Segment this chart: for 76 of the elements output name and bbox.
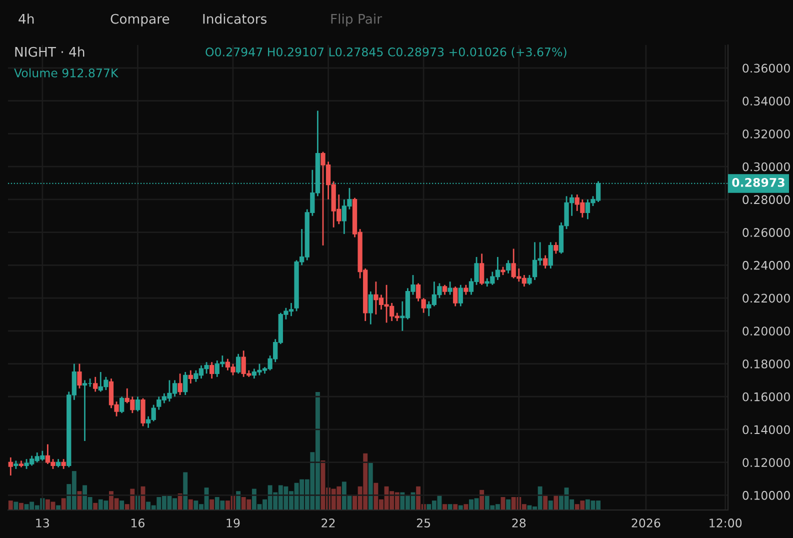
bar (8, 500, 13, 510)
bar (453, 504, 458, 510)
bar (506, 499, 511, 510)
candlestick (140, 398, 146, 427)
y-tick-label: 0.14000 (742, 425, 790, 434)
bar (77, 491, 82, 510)
text: Flip Pair (331, 14, 382, 26)
x-tick-label: 22 (322, 518, 335, 528)
candlestick (554, 241, 558, 254)
annotation: Volume 912.877K (14, 68, 118, 78)
x-tick-label: 12:00 (710, 518, 742, 528)
y-tick-label: 0.30000 (742, 162, 790, 172)
bar (14, 502, 18, 510)
y-tick-label: 0.18000 (742, 359, 790, 368)
bar (210, 499, 214, 510)
x-tick-label: 25 (416, 518, 430, 528)
bar (480, 490, 484, 510)
bar (368, 462, 373, 510)
bar (61, 498, 66, 510)
chart-title: NIGHT · 4h (15, 46, 84, 57)
candlestick (448, 280, 452, 296)
candlestick (543, 254, 548, 270)
chart-subtitle: O0.27947 H0.29107 L0.27845 C0.28973 +0.01026 (+3.67%) (206, 47, 566, 58)
candlestick (236, 353, 241, 374)
candlestick (178, 372, 182, 396)
y-tick-label: 0.10000 (742, 490, 790, 500)
candlestick (464, 284, 468, 296)
bar (93, 502, 98, 510)
x-tick-label: 19 (226, 518, 240, 528)
candlestick (506, 260, 511, 274)
y-tick-label: 0.22000 (742, 294, 790, 303)
bar (19, 502, 24, 510)
bar (464, 504, 468, 510)
bar (236, 491, 241, 510)
candlestick (135, 396, 140, 412)
y-tick-label: 0.26000 (742, 228, 790, 237)
bar (120, 500, 124, 510)
candlestick (548, 241, 553, 270)
text: Compare (110, 14, 170, 26)
candlestick (421, 297, 426, 314)
candlestick (188, 370, 193, 384)
candlestick (416, 282, 421, 302)
candlestick (61, 458, 66, 470)
candlestick (480, 252, 484, 286)
candlestick (458, 284, 463, 307)
bar (188, 499, 193, 510)
candlestick (527, 274, 532, 286)
ref-line-label: 0.28973 (732, 178, 784, 187)
y-tick-label: 0.24000 (742, 260, 790, 270)
candlestick (453, 286, 458, 307)
candlestick (210, 361, 214, 380)
bar (442, 504, 447, 510)
x-tick-label: 16 (131, 518, 144, 528)
bar (548, 500, 553, 510)
y-tick-label: 0.28000 (742, 195, 790, 204)
candlestick (77, 363, 82, 390)
text: Indicators (203, 14, 267, 24)
y-tick-label: 0.16000 (742, 392, 790, 402)
bar (448, 504, 452, 510)
y-tick-label: 0.32000 (742, 129, 790, 138)
y-tick-label: 0.34000 (742, 96, 790, 106)
candlestick (93, 376, 98, 392)
x-tick-label: 28 (512, 518, 526, 528)
y-tick-label: 0.20000 (742, 326, 790, 336)
x-tick-label: 2026 (632, 518, 660, 528)
x-tick-label: 13 (36, 518, 49, 528)
candlestick (368, 290, 373, 326)
y-tick-label: 0.36000 (742, 64, 790, 73)
candlestick (442, 284, 448, 296)
candlestick (8, 456, 13, 476)
bar (183, 472, 188, 510)
text: 4h (18, 14, 34, 24)
bar (543, 496, 548, 510)
candlestick (120, 396, 124, 414)
y-tick-label: 0.12000 (742, 458, 790, 468)
candlestick (183, 371, 188, 396)
